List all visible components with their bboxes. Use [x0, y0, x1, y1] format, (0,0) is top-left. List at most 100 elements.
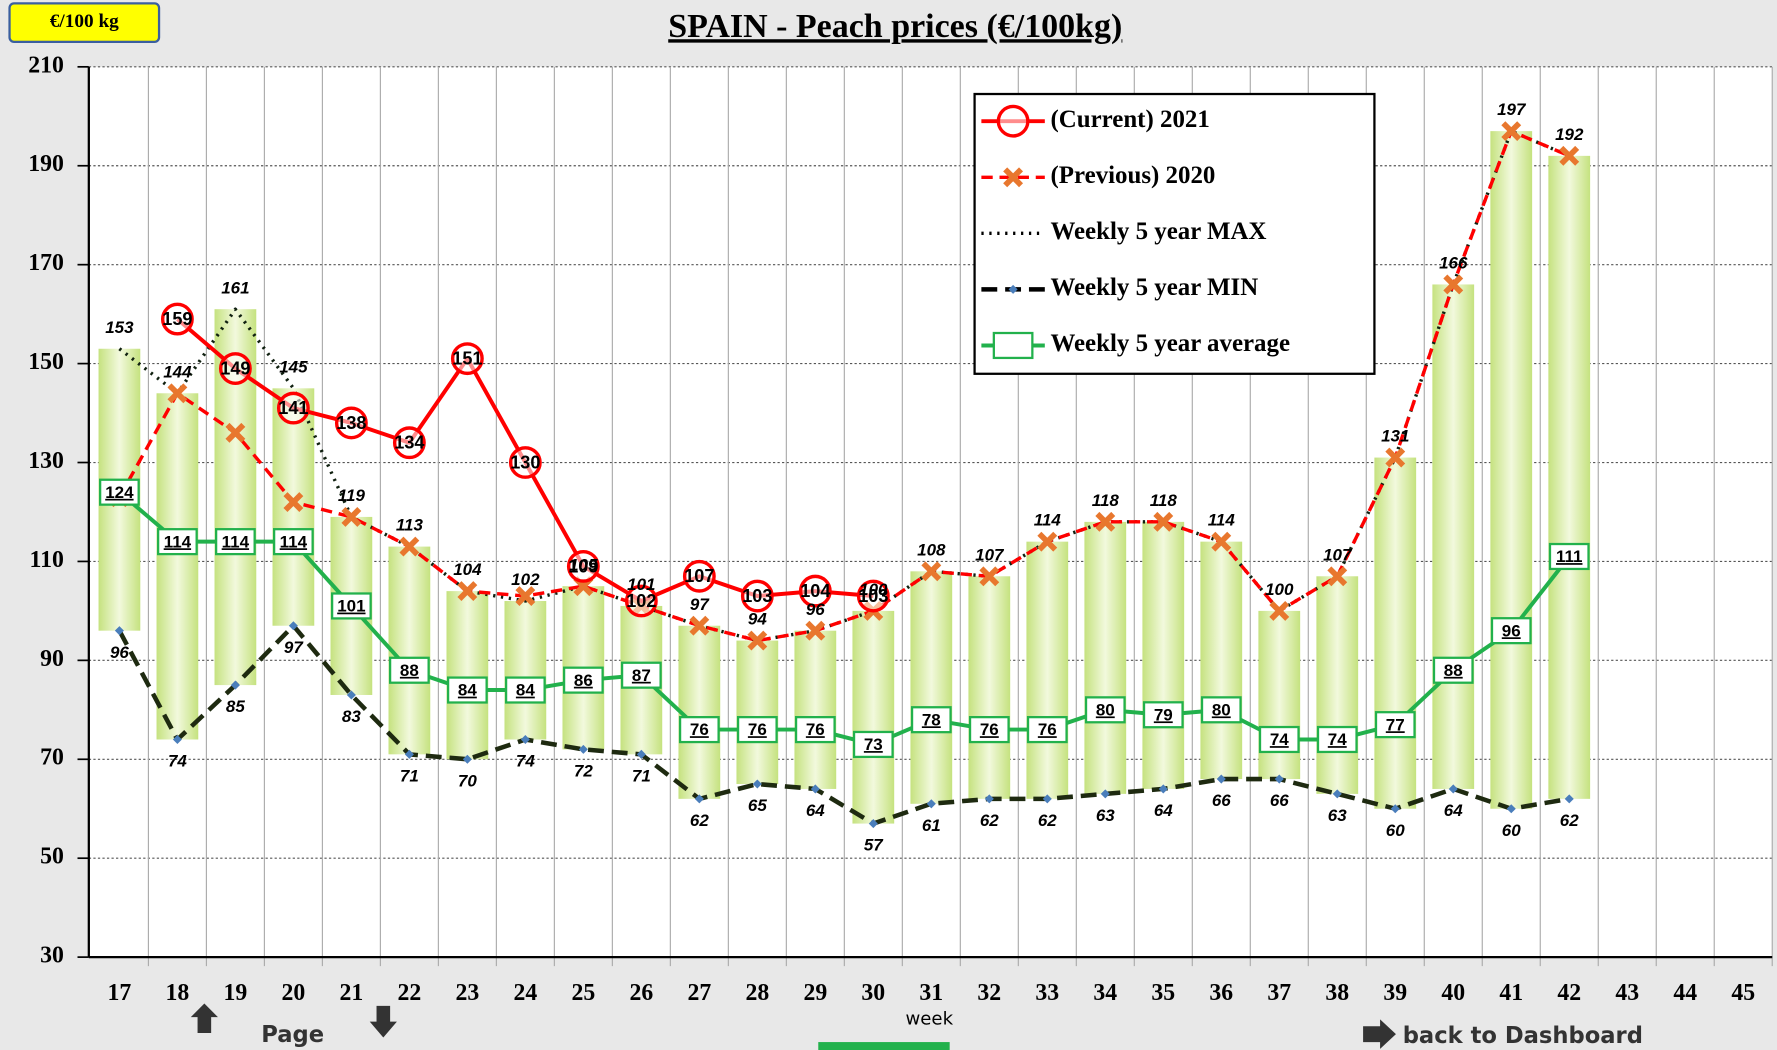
- point: [1142, 701, 1184, 729]
- data-label: 114: [280, 532, 308, 551]
- x-tick-label: 26: [629, 980, 653, 1006]
- data-label: 57: [864, 836, 884, 855]
- x-tick-label: 38: [1325, 980, 1349, 1006]
- data-label: 109: [568, 556, 598, 576]
- point: [1443, 274, 1464, 295]
- x-tick-label: 19: [224, 980, 248, 1006]
- data-label: 151: [452, 349, 482, 369]
- data-label: 114: [1208, 511, 1236, 530]
- data-label: 62: [980, 811, 999, 830]
- legend-label: Weekly 5 year MIN: [1050, 274, 1258, 301]
- x-tick-label: 36: [1209, 980, 1233, 1006]
- chart-title: SPAIN - Peach prices (€/100kg): [668, 8, 1122, 45]
- point: [99, 478, 140, 506]
- data-label: 108: [917, 540, 946, 559]
- range-band: [1432, 284, 1475, 789]
- data-label: 118: [1092, 491, 1120, 510]
- data-label: 70: [458, 771, 477, 790]
- data-label: 111: [1556, 547, 1582, 566]
- data-label: 88: [400, 661, 419, 680]
- dashboard-arrow[interactable]: [1363, 1019, 1396, 1049]
- point: [167, 383, 188, 404]
- data-label: 80: [1096, 700, 1115, 719]
- data-label: 80: [1212, 700, 1231, 719]
- data-label: 60: [1386, 821, 1405, 840]
- point: [868, 819, 878, 829]
- point: [1316, 725, 1358, 754]
- data-label: 72: [574, 762, 593, 781]
- data-label: 71: [632, 766, 651, 785]
- y-tick-label: 30: [40, 943, 64, 969]
- data-label: 149: [220, 358, 250, 378]
- point: [1564, 794, 1574, 804]
- data-label: 141: [278, 398, 308, 418]
- data-label: 101: [337, 597, 365, 616]
- point: [1003, 167, 1024, 188]
- point: [1506, 804, 1516, 814]
- range-band: [1084, 521, 1127, 794]
- page-up-arrow[interactable]: [190, 1003, 218, 1034]
- point: [504, 676, 546, 704]
- data-label: 87: [632, 666, 651, 685]
- point: [1042, 794, 1052, 804]
- point: [566, 549, 600, 583]
- point: [1501, 121, 1522, 142]
- data-label: 107: [1323, 545, 1353, 564]
- range-band: [1316, 576, 1359, 794]
- data-label: 124: [105, 483, 134, 502]
- data-label: 62: [690, 811, 709, 830]
- data-label: 84: [516, 681, 535, 700]
- x-tick-label: 28: [745, 980, 769, 1006]
- x-tick-label: 45: [1731, 980, 1755, 1006]
- point: [341, 506, 362, 527]
- point: [272, 528, 314, 556]
- data-label: 113: [396, 516, 424, 535]
- data-label: 114: [222, 532, 250, 551]
- x-tick-label: 32: [977, 980, 1001, 1006]
- x-tick-label: 25: [571, 980, 595, 1006]
- x-axis-label: week: [905, 1008, 953, 1029]
- range-band: [910, 571, 953, 804]
- data-label: 100: [1265, 580, 1294, 599]
- data-label: 107: [975, 545, 1005, 564]
- data-label: 134: [394, 433, 424, 453]
- data-label: 96: [806, 600, 825, 619]
- page-link[interactable]: Page: [261, 1022, 324, 1048]
- legend-label: Weekly 5 year average: [1050, 330, 1290, 357]
- point: [1084, 696, 1126, 724]
- point: [230, 680, 240, 690]
- point: [798, 574, 832, 608]
- point: [747, 630, 768, 651]
- y-tick-label: 70: [40, 745, 64, 771]
- range-band: [736, 640, 779, 785]
- data-label: 73: [864, 735, 883, 754]
- legend-label: (Previous) 2020: [1050, 162, 1215, 189]
- point: [1026, 716, 1068, 744]
- legend-label: (Current) 2021: [1050, 106, 1209, 133]
- point: [276, 391, 310, 425]
- data-label: 96: [110, 643, 129, 662]
- range-band: [852, 610, 895, 824]
- range-band: [156, 393, 199, 740]
- data-label: 88: [1444, 661, 1463, 680]
- range-band: [504, 601, 547, 740]
- point: [1100, 789, 1110, 799]
- point: [620, 661, 662, 689]
- data-label: 114: [164, 532, 192, 551]
- data-label: 62: [1560, 811, 1579, 830]
- point: [283, 492, 304, 513]
- page-down-arrow[interactable]: [369, 1005, 397, 1038]
- data-label: 62: [1038, 811, 1057, 830]
- data-label: 197: [1497, 100, 1527, 119]
- point: [578, 744, 588, 754]
- point: [288, 621, 298, 631]
- data-label: 96: [1502, 621, 1521, 640]
- y-tick-label: 130: [28, 448, 64, 474]
- point: [1390, 804, 1400, 814]
- range-band: [1200, 541, 1243, 780]
- point: [160, 302, 194, 336]
- data-label: 61: [922, 816, 941, 835]
- data-label: 71: [400, 766, 419, 785]
- dashboard-link[interactable]: back to Dashboard: [1403, 1023, 1643, 1049]
- point: [172, 734, 182, 745]
